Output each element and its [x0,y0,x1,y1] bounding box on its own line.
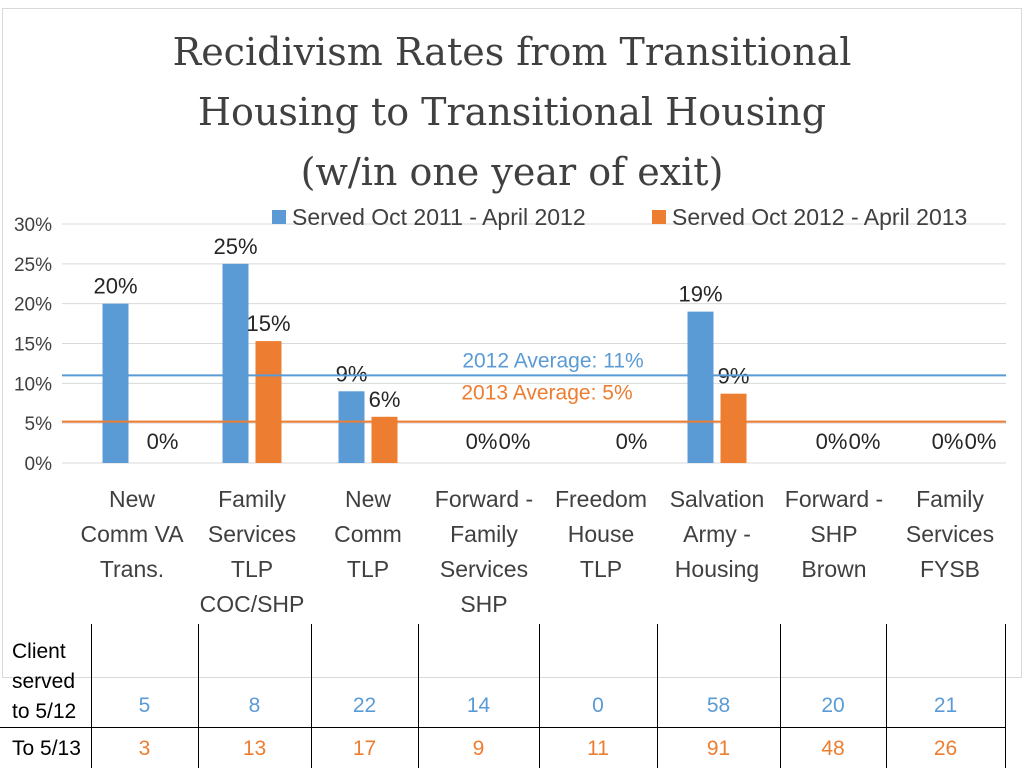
data-label: 15% [246,311,290,336]
data-label: 0% [616,429,648,454]
x-category-label: Freedom [555,486,647,512]
x-category-label: SHP [810,521,857,547]
client-served-table: Client served to 5/12 5 8 22 14 0 58 20 … [0,624,1006,768]
row-label-2012: Client served to 5/12 [0,624,92,727]
data-label: 0% [466,429,498,454]
y-tick-label: 5% [25,414,53,435]
average-label: 2012 Average: 11% [462,349,643,372]
table-cell: 58 [657,624,781,727]
data-label: 9% [336,361,368,386]
data-label: 0% [147,429,179,454]
average-label: 2013 Average: 5% [461,382,632,405]
table-row-2013: To 5/13 3 13 17 9 11 91 48 26 [0,726,1006,768]
bar-2012 [222,263,249,463]
table-row-2012: Client served to 5/12 5 8 22 14 0 58 20 … [0,624,1006,727]
x-category-label: Brown [801,556,866,582]
chart-title-line-1: Recidivism Rates from Transitional [172,30,852,74]
x-category-label: TLP [347,556,389,582]
data-label: 0% [849,429,881,454]
x-category-label: Services [906,521,994,547]
row-label-2013: To 5/13 [0,726,92,768]
x-category-label: Salvation [670,486,765,512]
table-cell: 20 [780,624,887,727]
data-label: 0% [932,429,964,454]
x-category-label: TLP [580,556,622,582]
x-category-label: Services [440,556,528,582]
y-tick-label: 10% [14,374,52,395]
legend-label: Served Oct 2011 - April 2012 [292,204,586,230]
data-label: 0% [965,429,997,454]
y-tick-label: 20% [14,295,52,316]
row-label-2012-line-3: to 5/12 [12,699,77,723]
x-category-label: Forward - [435,486,533,512]
x-category-label: Trans. [100,556,164,582]
table-cell: 0 [539,624,658,727]
legend-swatch [272,210,286,224]
bar-2012 [102,303,129,463]
bar-2013 [255,341,282,463]
x-category-label: Comm [334,521,402,547]
bar-2012 [687,311,714,463]
legend-label: Served Oct 2012 - April 2013 [672,204,967,230]
table-cell: 17 [311,726,419,768]
bar-chart: 0%5%10%15%20%25%30%20%25%9%0%19%0% 0%0%15… [14,204,1006,617]
data-label: 25% [213,234,257,259]
table-cell: 14 [418,624,540,727]
x-category-label: FYSB [920,556,980,582]
table-cell: 91 [657,726,781,768]
x-category-label: Comm VA [80,521,184,547]
x-category-label: Forward - [785,486,883,512]
table-cell: 3 [91,726,199,768]
table-cell: 8 [198,624,312,727]
data-label: 6% [369,387,401,412]
row-label-2012-line-1: Client [12,639,66,663]
data-label: 0% [499,429,531,454]
chart-title-line-2: Housing to Transitional Housing [197,90,827,134]
table-cell: 22 [311,624,419,727]
x-category-label: Family [916,486,984,512]
chart-title-line-3: (w/in one year of exit) [300,150,724,194]
table-cell: 48 [780,726,887,768]
x-category-label: Army - [683,521,751,547]
x-category-label: SHP [460,591,507,617]
table-cell: 26 [886,726,1006,768]
y-tick-label: 25% [14,255,52,276]
bar-2013 [371,416,398,463]
x-category-label: New [109,486,155,512]
x-category-label: COC/SHP [200,591,305,617]
y-tick-label: 0% [25,454,53,475]
x-category-label: TLP [231,556,273,582]
row-label-2012-line-2: served [12,669,76,693]
data-label: 20% [93,274,137,299]
data-label: 19% [678,282,722,307]
x-category-label: Housing [675,556,759,582]
data-label: 0% [816,429,848,454]
x-category-label: Services [208,521,296,547]
table-cell: 5 [91,624,199,727]
table-cell: 21 [886,624,1006,727]
y-tick-label: 15% [14,335,52,356]
bar-2013 [720,393,747,463]
x-category-label: New [345,486,391,512]
chart-title: Recidivism Rates from Transitional Housi… [0,22,1024,202]
x-category-label: Family [218,486,286,512]
legend-swatch [652,210,666,224]
x-category-label: Family [450,521,518,547]
x-category-label: House [568,521,634,547]
table-cell: 13 [198,726,312,768]
table-cell: 9 [418,726,540,768]
bar-2012 [338,391,365,463]
y-tick-label: 30% [14,215,52,236]
table-cell: 11 [539,726,658,768]
